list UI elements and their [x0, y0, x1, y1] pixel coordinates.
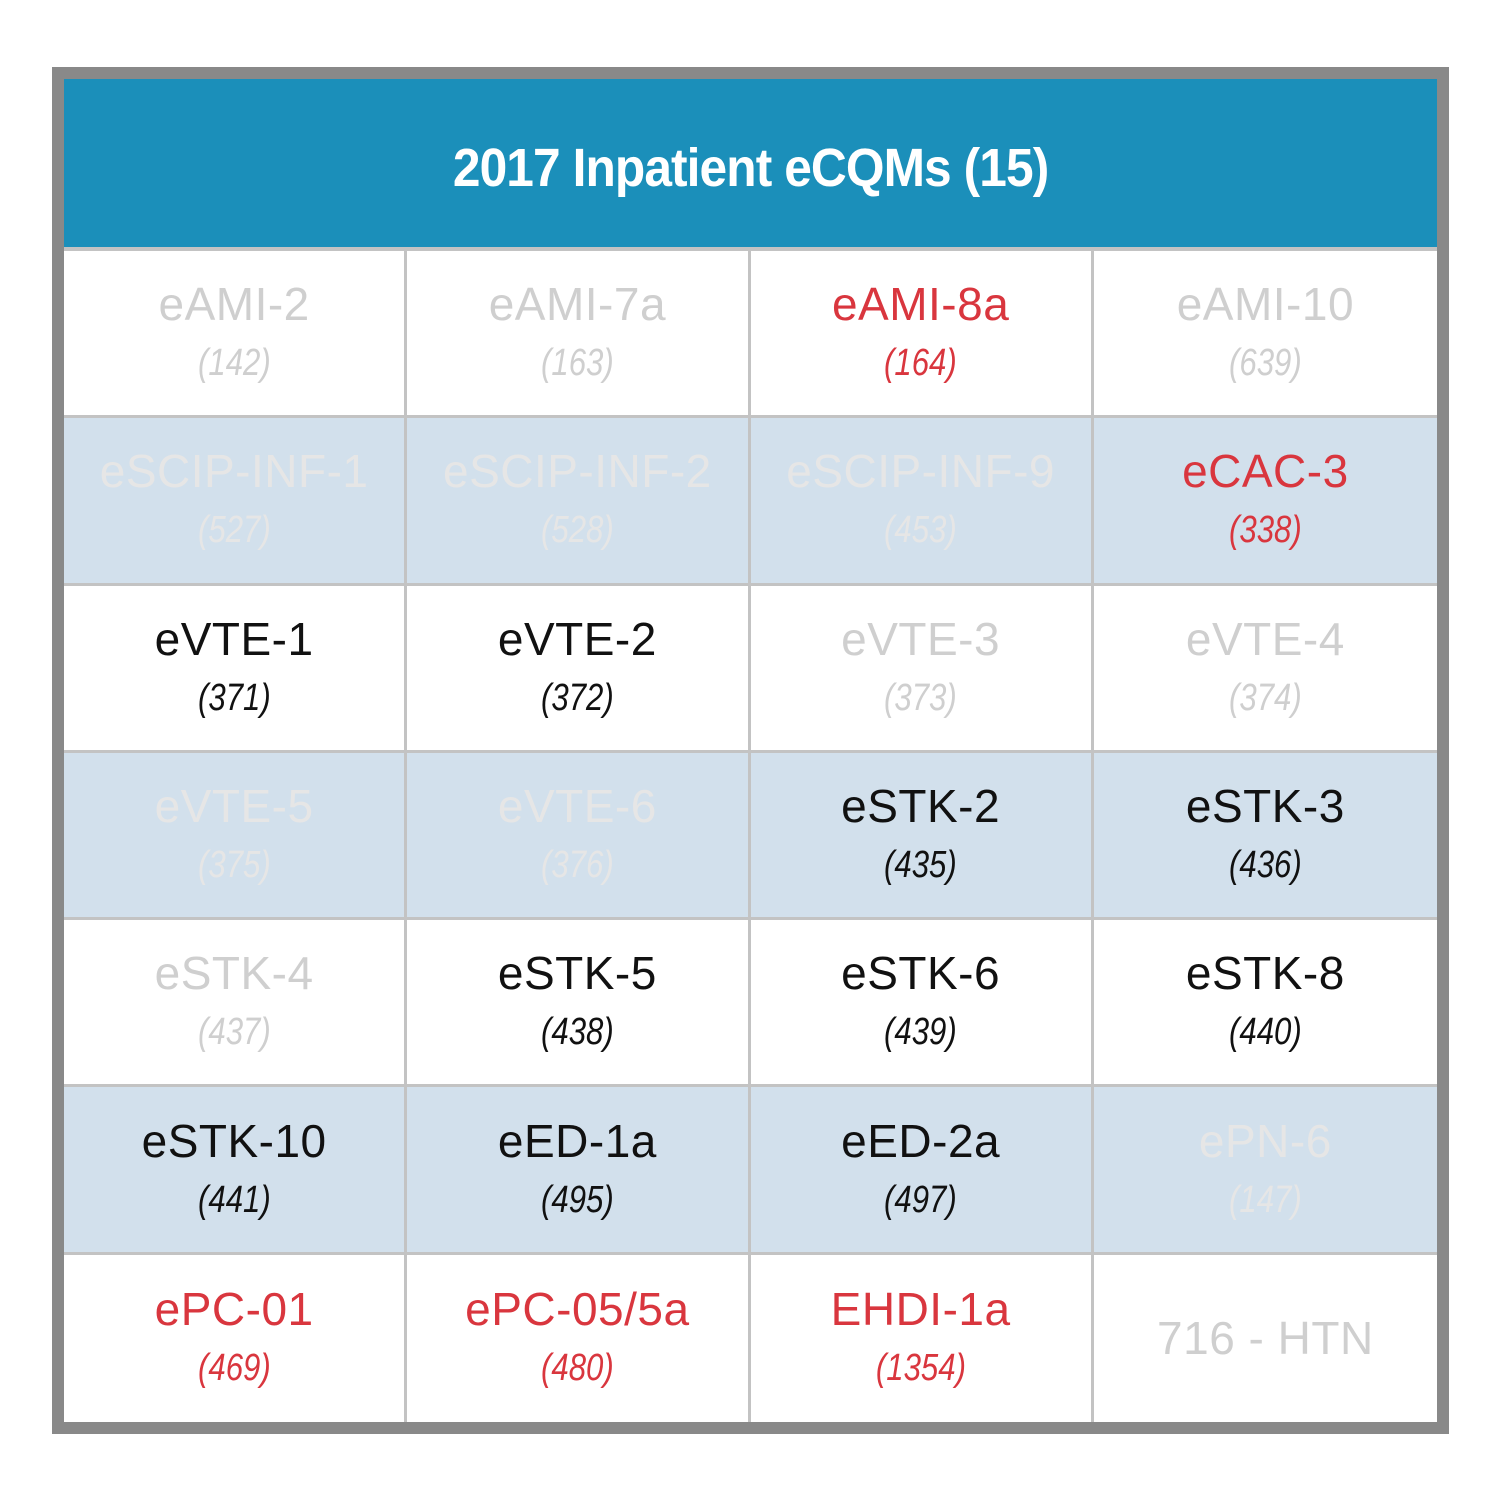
measure-cell: eVTE-5 (375)	[64, 752, 408, 921]
measure-cell: 716 - HTN	[1093, 1254, 1437, 1422]
measure-code: (438)	[541, 1011, 614, 1054]
measure-cell: eSCIP-INF-9 (453)	[750, 418, 1094, 586]
measure-name: eSTK-3	[1185, 779, 1345, 832]
measure-name: ePN-6	[1198, 1114, 1332, 1167]
measure-code: (480)	[541, 1347, 614, 1390]
measure-name: eAMI-10	[1176, 278, 1355, 331]
measure-cell: EHDI-1a (1354)	[750, 1254, 1094, 1422]
measure-cell: eVTE-1 (371)	[64, 585, 408, 753]
measure-cell: eCAC-3 (338)	[1093, 418, 1437, 586]
measure-cell: eVTE-6 (376)	[407, 752, 751, 921]
measure-code: (163)	[541, 342, 614, 385]
measure-code: (373)	[884, 676, 957, 719]
measure-code: (338)	[1229, 509, 1302, 552]
measure-code: (437)	[197, 1011, 271, 1054]
measure-cell: eAMI-2 (142)	[64, 251, 408, 419]
measure-name: eSTK-8	[1185, 947, 1345, 1000]
measure-code: (453)	[884, 509, 957, 552]
measure-name: 716 - HTN	[1157, 1312, 1374, 1365]
measure-code: (441)	[197, 1178, 271, 1221]
measure-name: EHDI-1a	[830, 1283, 1011, 1336]
measure-cell: eSCIP-INF-2 (528)	[407, 418, 751, 586]
measure-name: eVTE-6	[497, 779, 657, 832]
measure-cell: eSTK-10 (441)	[64, 1087, 408, 1255]
measure-code: (372)	[541, 676, 614, 719]
measure-name: eSTK-6	[841, 947, 1001, 1000]
measures-grid: eAMI-2 (142) eAMI-7a (163) eAMI-8a (164) eAMI-…	[64, 251, 1437, 1422]
measure-cell: eED-1a (495)	[407, 1087, 751, 1255]
measure-cell: eSTK-3 (436)	[1093, 752, 1437, 921]
measure-cell: eSTK-5 (438)	[407, 920, 751, 1088]
measure-code: (528)	[541, 509, 614, 552]
measure-name: eVTE-3	[841, 612, 1001, 665]
measure-cell: eAMI-10 (639)	[1093, 251, 1437, 419]
measure-code: (374)	[1229, 676, 1302, 719]
measure-name: eSTK-2	[841, 779, 1001, 832]
measure-code: (142)	[197, 342, 271, 385]
measure-code: (497)	[884, 1178, 957, 1221]
measure-code: (371)	[197, 676, 271, 719]
measure-code: (527)	[197, 509, 271, 552]
table-title: 2017 Inpatient eCQMs (15)	[452, 138, 1049, 198]
measure-name: eSCIP-INF-9	[786, 445, 1055, 498]
measure-cell: eAMI-8a (164)	[750, 251, 1094, 419]
measure-code: (436)	[1229, 843, 1302, 886]
measure-name: eVTE-2	[497, 612, 657, 665]
measure-cell: eED-2a (497)	[750, 1087, 1094, 1255]
measure-code: (164)	[884, 342, 957, 385]
measure-code: (435)	[884, 843, 957, 886]
measure-code: (376)	[541, 843, 614, 886]
measure-name: ePC-01	[154, 1283, 314, 1336]
measure-code: (147)	[1229, 1178, 1302, 1221]
measure-cell: eVTE-2 (372)	[407, 585, 751, 753]
measure-name: eCAC-3	[1182, 445, 1349, 498]
measure-name: eAMI-8a	[831, 278, 1010, 331]
measure-name: eSTK-10	[141, 1114, 327, 1167]
table-header: 2017 Inpatient eCQMs (15)	[64, 79, 1437, 251]
measures-table-frame: 2017 Inpatient eCQMs (15) eAMI-2 (142) eAM…	[52, 67, 1449, 1434]
measure-name: eAMI-2	[158, 278, 310, 331]
measure-cell: eSTK-4 (437)	[64, 920, 408, 1088]
measure-name: eED-2a	[841, 1114, 1001, 1167]
measure-code: (469)	[197, 1347, 271, 1390]
measure-cell: eAMI-7a (163)	[407, 251, 751, 419]
measure-cell: eVTE-3 (373)	[750, 585, 1094, 753]
measure-name: ePC-05/5a	[465, 1283, 690, 1336]
measure-cell: ePC-01 (469)	[64, 1254, 408, 1422]
measure-name: eSTK-4	[154, 947, 314, 1000]
measure-cell: eSTK-2 (435)	[750, 752, 1094, 921]
measure-name: eSCIP-INF-1	[99, 445, 369, 498]
measure-cell: eSTK-6 (439)	[750, 920, 1094, 1088]
measure-cell: eSCIP-INF-1 (527)	[64, 418, 408, 586]
measure-name: eVTE-1	[154, 612, 314, 665]
measure-cell: eVTE-4 (374)	[1093, 585, 1437, 753]
measure-code: (375)	[197, 843, 271, 886]
measure-code: (439)	[884, 1011, 957, 1054]
measure-cell: eSTK-8 (440)	[1093, 920, 1437, 1088]
measure-name: eED-1a	[497, 1114, 657, 1167]
measure-code: (495)	[541, 1178, 614, 1221]
measure-code: (639)	[1229, 342, 1302, 385]
measure-name: eVTE-5	[154, 779, 314, 832]
measure-code: (440)	[1229, 1011, 1302, 1054]
measure-name: eSCIP-INF-2	[442, 445, 712, 498]
measure-cell: ePN-6 (147)	[1093, 1087, 1437, 1255]
measure-name: eSTK-5	[497, 947, 657, 1000]
measure-code: (1354)	[875, 1347, 966, 1390]
measure-name: eAMI-7a	[488, 278, 667, 331]
measure-name: eVTE-4	[1185, 612, 1345, 665]
measure-cell: ePC-05/5a (480)	[407, 1254, 751, 1422]
